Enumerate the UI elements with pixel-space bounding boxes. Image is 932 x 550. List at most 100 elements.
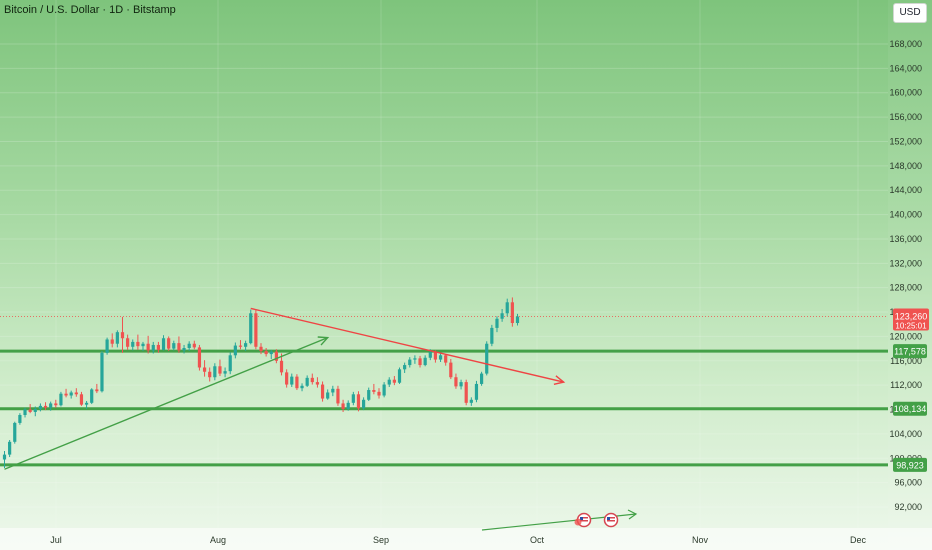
candle-body[interactable] bbox=[115, 332, 119, 344]
candle-body[interactable] bbox=[13, 422, 17, 442]
candle-body[interactable] bbox=[408, 359, 412, 366]
candle-body[interactable] bbox=[79, 394, 84, 405]
candle-body[interactable] bbox=[156, 344, 160, 350]
candle-body[interactable] bbox=[454, 377, 458, 387]
candle-body[interactable] bbox=[372, 390, 376, 392]
candle-body[interactable] bbox=[403, 365, 407, 370]
candle-body[interactable] bbox=[33, 408, 37, 412]
candle-body[interactable] bbox=[341, 403, 345, 409]
candle-body[interactable] bbox=[64, 393, 68, 396]
candle-body[interactable] bbox=[202, 367, 207, 372]
candle-body[interactable] bbox=[356, 394, 361, 409]
candle-body[interactable] bbox=[69, 392, 73, 396]
candle-body[interactable] bbox=[136, 341, 140, 347]
candle-body[interactable] bbox=[423, 357, 427, 366]
candle-body[interactable] bbox=[228, 355, 232, 372]
candle-body[interactable] bbox=[141, 343, 145, 347]
candle-body[interactable] bbox=[197, 347, 202, 368]
candle-body[interactable] bbox=[459, 382, 463, 387]
candle-body[interactable] bbox=[146, 343, 150, 351]
candle-body[interactable] bbox=[187, 343, 191, 348]
trendline-down[interactable] bbox=[250, 307, 564, 383]
candle-body[interactable] bbox=[120, 332, 125, 339]
candle-body[interactable] bbox=[74, 392, 78, 395]
candle-body[interactable] bbox=[495, 318, 499, 328]
candle-body[interactable] bbox=[279, 360, 284, 373]
candle-body[interactable] bbox=[90, 389, 94, 403]
candle-body[interactable] bbox=[351, 394, 355, 403]
candle-body[interactable] bbox=[110, 339, 114, 344]
candle-body[interactable] bbox=[397, 369, 402, 383]
candle-body[interactable] bbox=[449, 362, 453, 378]
candle-body[interactable] bbox=[218, 366, 222, 374]
candle-body[interactable] bbox=[264, 351, 268, 355]
candle-body[interactable] bbox=[43, 405, 48, 408]
candle-body[interactable] bbox=[238, 345, 243, 347]
candle-body[interactable] bbox=[295, 376, 299, 389]
candle-body[interactable] bbox=[28, 409, 32, 412]
candle-body[interactable] bbox=[213, 366, 217, 378]
candle-body[interactable] bbox=[18, 415, 22, 423]
candle-body[interactable] bbox=[305, 377, 309, 386]
candle-body[interactable] bbox=[377, 391, 381, 396]
candle-body[interactable] bbox=[428, 352, 432, 358]
candle-body[interactable] bbox=[387, 379, 391, 385]
candle-body[interactable] bbox=[336, 388, 340, 404]
candle-body[interactable] bbox=[315, 382, 320, 385]
candle-body[interactable] bbox=[444, 355, 448, 363]
candle-body[interactable] bbox=[418, 358, 422, 366]
candle-body[interactable] bbox=[49, 403, 53, 408]
candle-body[interactable] bbox=[259, 346, 263, 352]
candle-body[interactable] bbox=[244, 343, 248, 347]
candle-body[interactable] bbox=[433, 352, 438, 360]
candle-body[interactable] bbox=[367, 390, 371, 400]
candle-body[interactable] bbox=[151, 344, 155, 351]
candle-body[interactable] bbox=[382, 384, 386, 396]
trendline-up[interactable] bbox=[4, 336, 328, 470]
candle-body[interactable] bbox=[320, 384, 325, 399]
candle-body[interactable] bbox=[233, 345, 237, 356]
candle-body[interactable] bbox=[479, 373, 484, 384]
candle-body[interactable] bbox=[326, 392, 330, 399]
candle-body[interactable] bbox=[131, 341, 135, 347]
candle-body[interactable] bbox=[392, 379, 396, 383]
candle-body[interactable] bbox=[331, 388, 335, 393]
candle-body[interactable] bbox=[2, 454, 7, 460]
candle-body[interactable] bbox=[274, 351, 278, 361]
candle-body[interactable] bbox=[469, 399, 473, 403]
candle-body[interactable] bbox=[161, 338, 166, 350]
candle-body[interactable] bbox=[515, 316, 520, 324]
candle-body[interactable] bbox=[362, 399, 366, 409]
candle-body[interactable] bbox=[310, 377, 314, 383]
candle-body[interactable] bbox=[126, 338, 130, 347]
candle-body[interactable] bbox=[249, 313, 253, 344]
candle-body[interactable] bbox=[59, 393, 63, 406]
time-axis[interactable] bbox=[0, 528, 932, 550]
candle-body[interactable] bbox=[23, 409, 27, 416]
candle-body[interactable] bbox=[300, 385, 304, 389]
candle-body[interactable] bbox=[290, 376, 294, 385]
candle-body[interactable] bbox=[192, 343, 196, 348]
candle-body[interactable] bbox=[490, 327, 494, 344]
candle-body[interactable] bbox=[223, 371, 227, 374]
candle-body[interactable] bbox=[485, 343, 489, 374]
candle-body[interactable] bbox=[38, 405, 43, 409]
candle-body[interactable] bbox=[208, 371, 212, 378]
currency-selector[interactable]: USD bbox=[893, 3, 927, 23]
candle-body[interactable] bbox=[172, 343, 176, 349]
candle-body[interactable] bbox=[438, 355, 443, 360]
candle-body[interactable] bbox=[413, 358, 417, 360]
candle-body[interactable] bbox=[474, 383, 479, 400]
candle-body[interactable] bbox=[8, 441, 12, 455]
candle-body[interactable] bbox=[95, 389, 99, 392]
candle-body[interactable] bbox=[285, 372, 289, 385]
candle-body[interactable] bbox=[464, 382, 468, 403]
candle-body[interactable] bbox=[505, 302, 509, 314]
candle-body[interactable] bbox=[100, 352, 104, 392]
candle-body[interactable] bbox=[254, 313, 258, 347]
candle-body[interactable] bbox=[182, 347, 186, 351]
candle-body[interactable] bbox=[167, 338, 171, 349]
candle-body[interactable] bbox=[177, 343, 181, 351]
candle-body[interactable] bbox=[105, 339, 109, 353]
